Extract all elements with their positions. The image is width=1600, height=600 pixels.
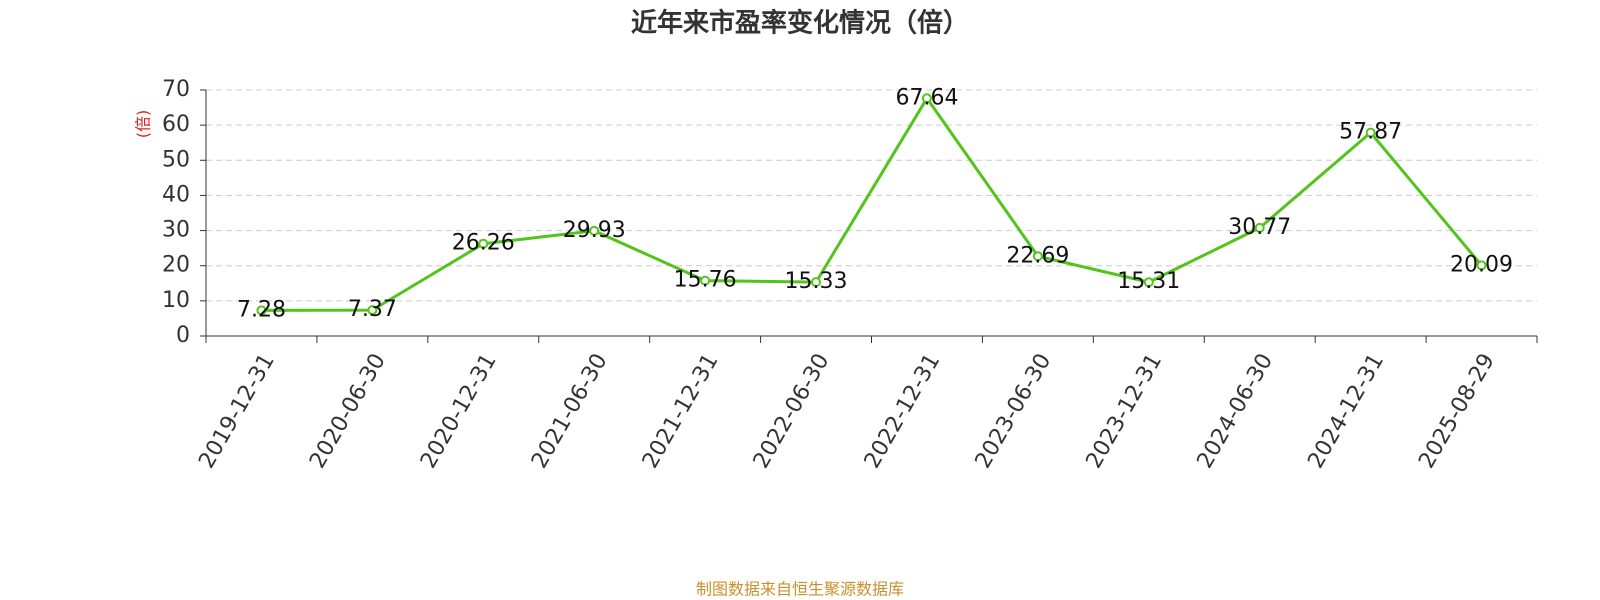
y-tick-label: 70	[162, 77, 190, 102]
y-tick-label: 50	[162, 147, 190, 172]
chart-title: 近年来市盈率变化情况（倍）	[631, 8, 969, 39]
x-tick-label: 2022-06-30	[749, 350, 835, 473]
value-label: 26.26	[452, 231, 515, 256]
value-label: 67.64	[895, 85, 958, 110]
point	[1032, 251, 1043, 262]
point	[367, 305, 378, 316]
point	[1476, 260, 1487, 271]
line	[261, 95, 1483, 312]
x-tick-label: 2021-06-30	[527, 350, 613, 473]
x-tick-label: 2020-06-30	[305, 350, 391, 473]
value-label: 30.77	[1228, 215, 1291, 240]
y-tick-label: 60	[162, 112, 190, 137]
point	[700, 275, 711, 286]
y-tick-label: 20	[162, 253, 190, 278]
x-tick-label: 2023-12-31	[1082, 350, 1168, 473]
x-tick-label: 2019-12-31	[194, 350, 280, 473]
value-label: 57.87	[1339, 120, 1402, 145]
x-tick-label: 2022-12-31	[860, 350, 946, 473]
point	[1365, 127, 1376, 138]
point	[589, 225, 600, 236]
x-tick-label: 2025-08-29	[1414, 350, 1500, 473]
value-label: 22.69	[1006, 243, 1069, 268]
y-tick-label: 30	[162, 218, 190, 243]
point	[921, 93, 932, 104]
value-label: 20.09	[1450, 252, 1513, 277]
value-label: 15.76	[674, 268, 737, 293]
value-label: 7.28	[237, 297, 286, 322]
point	[811, 277, 822, 288]
point	[256, 305, 267, 316]
y-tick-label: 10	[162, 288, 190, 313]
x-tick-label: 2023-06-30	[971, 350, 1057, 473]
footer: 制图数据来自恒生聚源数据库	[696, 580, 904, 599]
value-label: 15.33	[785, 269, 848, 294]
y-tick-label: 0	[176, 323, 190, 348]
value-label: 15.31	[1117, 269, 1180, 294]
point	[1143, 277, 1154, 288]
y-axis-label: (倍)	[134, 110, 153, 139]
x-tick-label: 2024-06-30	[1193, 350, 1279, 473]
y-tick-label: 40	[162, 182, 190, 207]
x-tick-label: 2024-12-31	[1303, 350, 1389, 473]
x-tick-label: 2021-12-31	[638, 350, 724, 473]
value-label: 7.37	[348, 297, 397, 322]
point	[478, 238, 489, 249]
value-label: 29.93	[563, 218, 626, 243]
point	[1254, 222, 1265, 233]
x-tick-label: 2020-12-31	[416, 350, 502, 473]
